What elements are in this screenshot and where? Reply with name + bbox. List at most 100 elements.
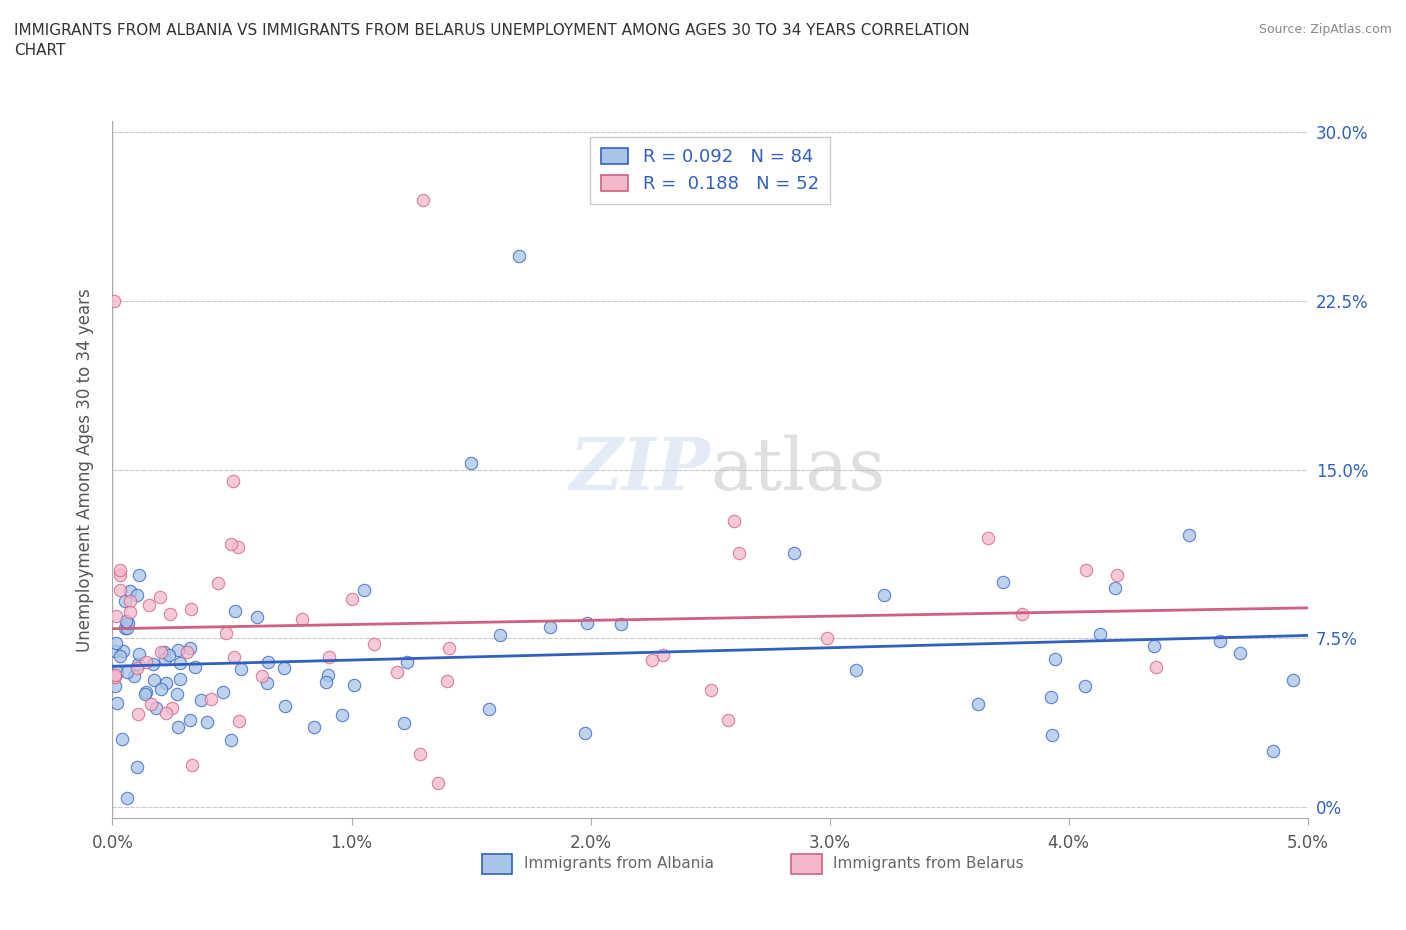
Point — [150, 644, 173, 659]
Point — [181, 757, 204, 772]
Point — [108, 563, 131, 578]
Point — [222, 474, 245, 489]
Text: Source: ZipAtlas.com: Source: ZipAtlas.com — [1258, 23, 1392, 36]
Point — [145, 700, 167, 715]
Point — [128, 657, 150, 671]
Point — [1043, 652, 1066, 667]
Point — [169, 671, 191, 686]
Point — [104, 609, 127, 624]
Point — [426, 776, 449, 790]
Point — [155, 706, 177, 721]
Legend: R = 0.092   N = 84, R =  0.188   N = 52: R = 0.092 N = 84, R = 0.188 N = 52 — [591, 137, 830, 204]
Point — [574, 725, 596, 740]
Point — [315, 675, 337, 690]
Point — [1104, 580, 1126, 595]
Point — [291, 612, 314, 627]
Point — [135, 684, 157, 699]
Point — [641, 653, 664, 668]
Point — [115, 613, 138, 628]
Point — [134, 686, 156, 701]
Point — [219, 537, 242, 551]
Point — [508, 248, 530, 263]
Point — [153, 644, 176, 659]
Point — [228, 713, 250, 728]
Point — [115, 665, 138, 680]
Point — [318, 650, 340, 665]
Text: ZIP: ZIP — [569, 434, 710, 505]
Point — [412, 193, 434, 207]
Point — [318, 668, 340, 683]
Point — [153, 652, 176, 667]
Point — [1229, 645, 1251, 660]
Point — [1144, 659, 1167, 674]
Point — [200, 691, 222, 706]
Point — [120, 604, 142, 619]
Point — [166, 686, 188, 701]
Point — [111, 731, 134, 746]
Point — [991, 575, 1014, 590]
Point — [396, 655, 419, 670]
Point — [783, 545, 806, 560]
Point — [157, 648, 180, 663]
Point — [229, 661, 252, 676]
Point — [256, 675, 278, 690]
Point — [176, 645, 198, 660]
Point — [104, 670, 127, 684]
Point — [343, 678, 366, 693]
Point — [127, 588, 149, 603]
Point — [845, 662, 868, 677]
Point — [353, 582, 375, 597]
Point — [387, 664, 409, 679]
Point — [873, 588, 896, 603]
Point — [409, 747, 432, 762]
Point — [104, 678, 127, 693]
Point — [1263, 743, 1285, 758]
Point — [159, 606, 181, 621]
Point — [155, 675, 177, 690]
Point — [127, 759, 149, 774]
Point — [1040, 727, 1063, 742]
Point — [439, 641, 461, 656]
Point — [167, 643, 190, 658]
Point — [118, 583, 141, 598]
Point — [114, 621, 136, 636]
Point — [436, 674, 458, 689]
Point — [977, 530, 1000, 545]
Point — [394, 716, 416, 731]
Point — [273, 699, 295, 714]
Point — [211, 684, 233, 699]
Point — [342, 591, 364, 606]
Point — [1011, 606, 1033, 621]
Point — [304, 720, 326, 735]
Point — [478, 702, 501, 717]
Point — [135, 655, 157, 670]
Point — [122, 669, 145, 684]
Point — [105, 696, 128, 711]
Point — [118, 593, 141, 608]
Text: Immigrants from Albania: Immigrants from Albania — [523, 857, 714, 871]
Point — [575, 616, 598, 631]
Point — [139, 697, 162, 711]
Y-axis label: Unemployment Among Ages 30 to 34 years: Unemployment Among Ages 30 to 34 years — [76, 287, 94, 652]
Point — [105, 665, 128, 680]
Point — [162, 701, 184, 716]
Point — [222, 650, 245, 665]
Point — [179, 713, 201, 728]
Point — [184, 660, 207, 675]
Point — [195, 715, 218, 730]
Point — [273, 661, 295, 676]
Point — [190, 692, 212, 707]
Point — [1039, 689, 1062, 704]
Text: Immigrants from Belarus: Immigrants from Belarus — [832, 857, 1024, 871]
Point — [363, 636, 385, 651]
Point — [104, 668, 127, 683]
Point — [112, 644, 135, 658]
Point — [246, 610, 269, 625]
Point — [226, 540, 249, 555]
Point — [488, 628, 510, 643]
Point — [1178, 527, 1201, 542]
Point — [128, 646, 150, 661]
Point — [1282, 673, 1305, 688]
Point — [104, 644, 127, 658]
Point — [207, 575, 229, 590]
